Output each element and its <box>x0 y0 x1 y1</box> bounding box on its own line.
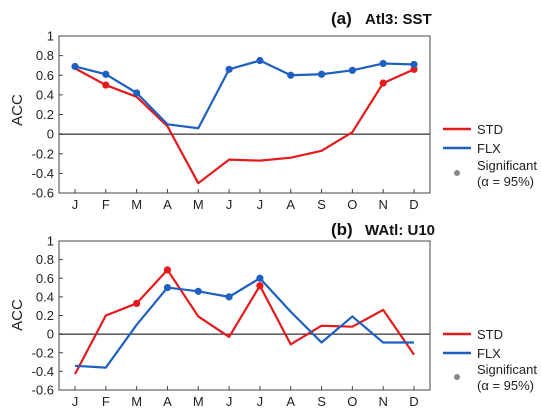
panel-b-tag: (b) <box>331 220 353 239</box>
legend-a-sig-alpha: (α = 95%) <box>477 174 534 189</box>
x-tick-label: A <box>163 197 172 212</box>
x-tick-label: A <box>163 394 172 408</box>
significant-point-flx <box>410 60 418 69</box>
panel-a: (a) Atl3: SST ACC -0.6 -0.4 -0.2 0 0.2 0.4 0.6… <box>9 9 537 212</box>
y-tick-label: 0.6 <box>36 68 54 83</box>
x-tick-label: J <box>226 197 233 212</box>
y-tick-label: 0 <box>47 127 54 142</box>
panel-b-frame <box>58 240 431 391</box>
y-tick-label: -0.6 <box>32 383 54 398</box>
y-tick-label: 0.6 <box>36 271 54 286</box>
significant-point-std <box>379 79 387 87</box>
significant-point-flx <box>102 70 110 78</box>
y-tick-label: -0.4 <box>32 166 54 181</box>
significant-point-flx <box>256 274 264 282</box>
y-tick-label: 0 <box>47 327 54 342</box>
x-tick-label: N <box>378 197 387 212</box>
y-tick-label: 0.4 <box>36 289 54 304</box>
significant-point-std <box>102 81 110 89</box>
x-tick-label: N <box>378 394 387 408</box>
x-tick-label: O <box>347 394 357 408</box>
legend-b-sig-marker <box>454 374 460 380</box>
series-line-flx <box>74 277 414 369</box>
panel-a-ticks: -0.6 -0.4 -0.2 0 0.2 0.4 0.6 0.8 1 J F M A M J J A S O N D <box>32 29 419 213</box>
panel-b-series <box>74 266 415 375</box>
panel-a-title: Atl3: SST <box>365 11 432 28</box>
significant-point-flx <box>194 287 202 295</box>
series-line-flx <box>74 59 415 130</box>
panel-a-tag: (a) <box>331 9 352 28</box>
legend-b-sig-label: Significant <box>477 362 537 377</box>
panel-a-frame <box>58 35 431 194</box>
x-tick-label: J <box>226 394 233 408</box>
legend-a-sig-marker <box>454 170 460 176</box>
panel-a-ylabel: ACC <box>9 94 26 126</box>
x-tick-label: M <box>193 394 204 408</box>
panel-b-ticks: -0.6 -0.4 -0.2 0 0.2 0.4 0.6 0.8 1 J F M A M J J A S O N D <box>32 234 419 408</box>
panel-b-ylabel: ACC <box>9 299 26 331</box>
significant-point-std <box>163 266 172 274</box>
y-tick-label: 0.8 <box>36 252 54 267</box>
significant-point-flx <box>256 56 264 65</box>
significant-point-flx <box>225 65 233 73</box>
significant-point-flx <box>317 70 326 78</box>
x-tick-label: F <box>102 394 110 408</box>
x-tick-label: J <box>72 197 79 212</box>
legend-a-flx-label: FLX <box>477 141 501 156</box>
x-tick-label: S <box>317 197 326 212</box>
significant-point-flx <box>163 283 172 292</box>
x-tick-label: M <box>131 197 142 212</box>
x-tick-label: J <box>257 197 264 212</box>
y-tick-label: -0.2 <box>32 146 54 161</box>
x-tick-label: D <box>409 197 418 212</box>
panel-a-series <box>71 56 418 185</box>
x-tick-label: A <box>286 197 295 212</box>
legend-b-sig-alpha: (α = 95%) <box>477 378 534 393</box>
x-tick-label: J <box>257 394 264 408</box>
y-tick-label: 1 <box>47 234 54 249</box>
legend-a-std-label: STD <box>477 122 503 137</box>
panel-a-legend: STD FLX Significant (α = 95%) <box>443 122 537 189</box>
x-tick-label: D <box>409 394 418 408</box>
series-line-std <box>74 268 415 375</box>
panel-b-title: WAtl: U10 <box>365 222 435 239</box>
x-tick-label: J <box>72 394 79 408</box>
y-tick-label: -0.2 <box>32 345 54 360</box>
x-tick-label: O <box>347 197 357 212</box>
legend-a-sig-label: Significant <box>477 158 537 173</box>
significant-point-flx <box>287 71 295 79</box>
x-tick-label: S <box>317 394 326 408</box>
panel-b: (b) WAtl: U10 ACC -0.6 -0.4 -0.2 0 0.2 0.4 0.6… <box>9 220 537 408</box>
legend-b-std-label: STD <box>477 327 503 342</box>
x-tick-label: A <box>286 394 295 408</box>
y-tick-label: 0.2 <box>36 107 54 122</box>
x-tick-label: M <box>131 394 142 408</box>
panel-b-legend: STD FLX Significant (α = 95%) <box>443 327 537 393</box>
y-tick-label: 1 <box>47 29 54 44</box>
y-tick-label: -0.6 <box>32 186 54 201</box>
significant-point-flx <box>348 66 356 74</box>
x-tick-label: M <box>193 197 204 212</box>
significant-point-flx <box>225 293 233 301</box>
series-line-std <box>74 67 415 185</box>
y-tick-label: 0.2 <box>36 308 54 323</box>
x-tick-label: F <box>102 197 110 212</box>
y-tick-label: 0.8 <box>36 48 54 63</box>
significant-point-flx <box>71 62 79 71</box>
y-tick-label: -0.4 <box>32 364 54 379</box>
significant-point-flx <box>133 89 141 97</box>
significant-point-std <box>133 299 141 307</box>
significant-point-std <box>256 282 264 290</box>
legend-b-flx-label: FLX <box>477 346 501 361</box>
y-tick-label: 0.4 <box>36 87 54 102</box>
significant-point-flx <box>379 59 387 68</box>
